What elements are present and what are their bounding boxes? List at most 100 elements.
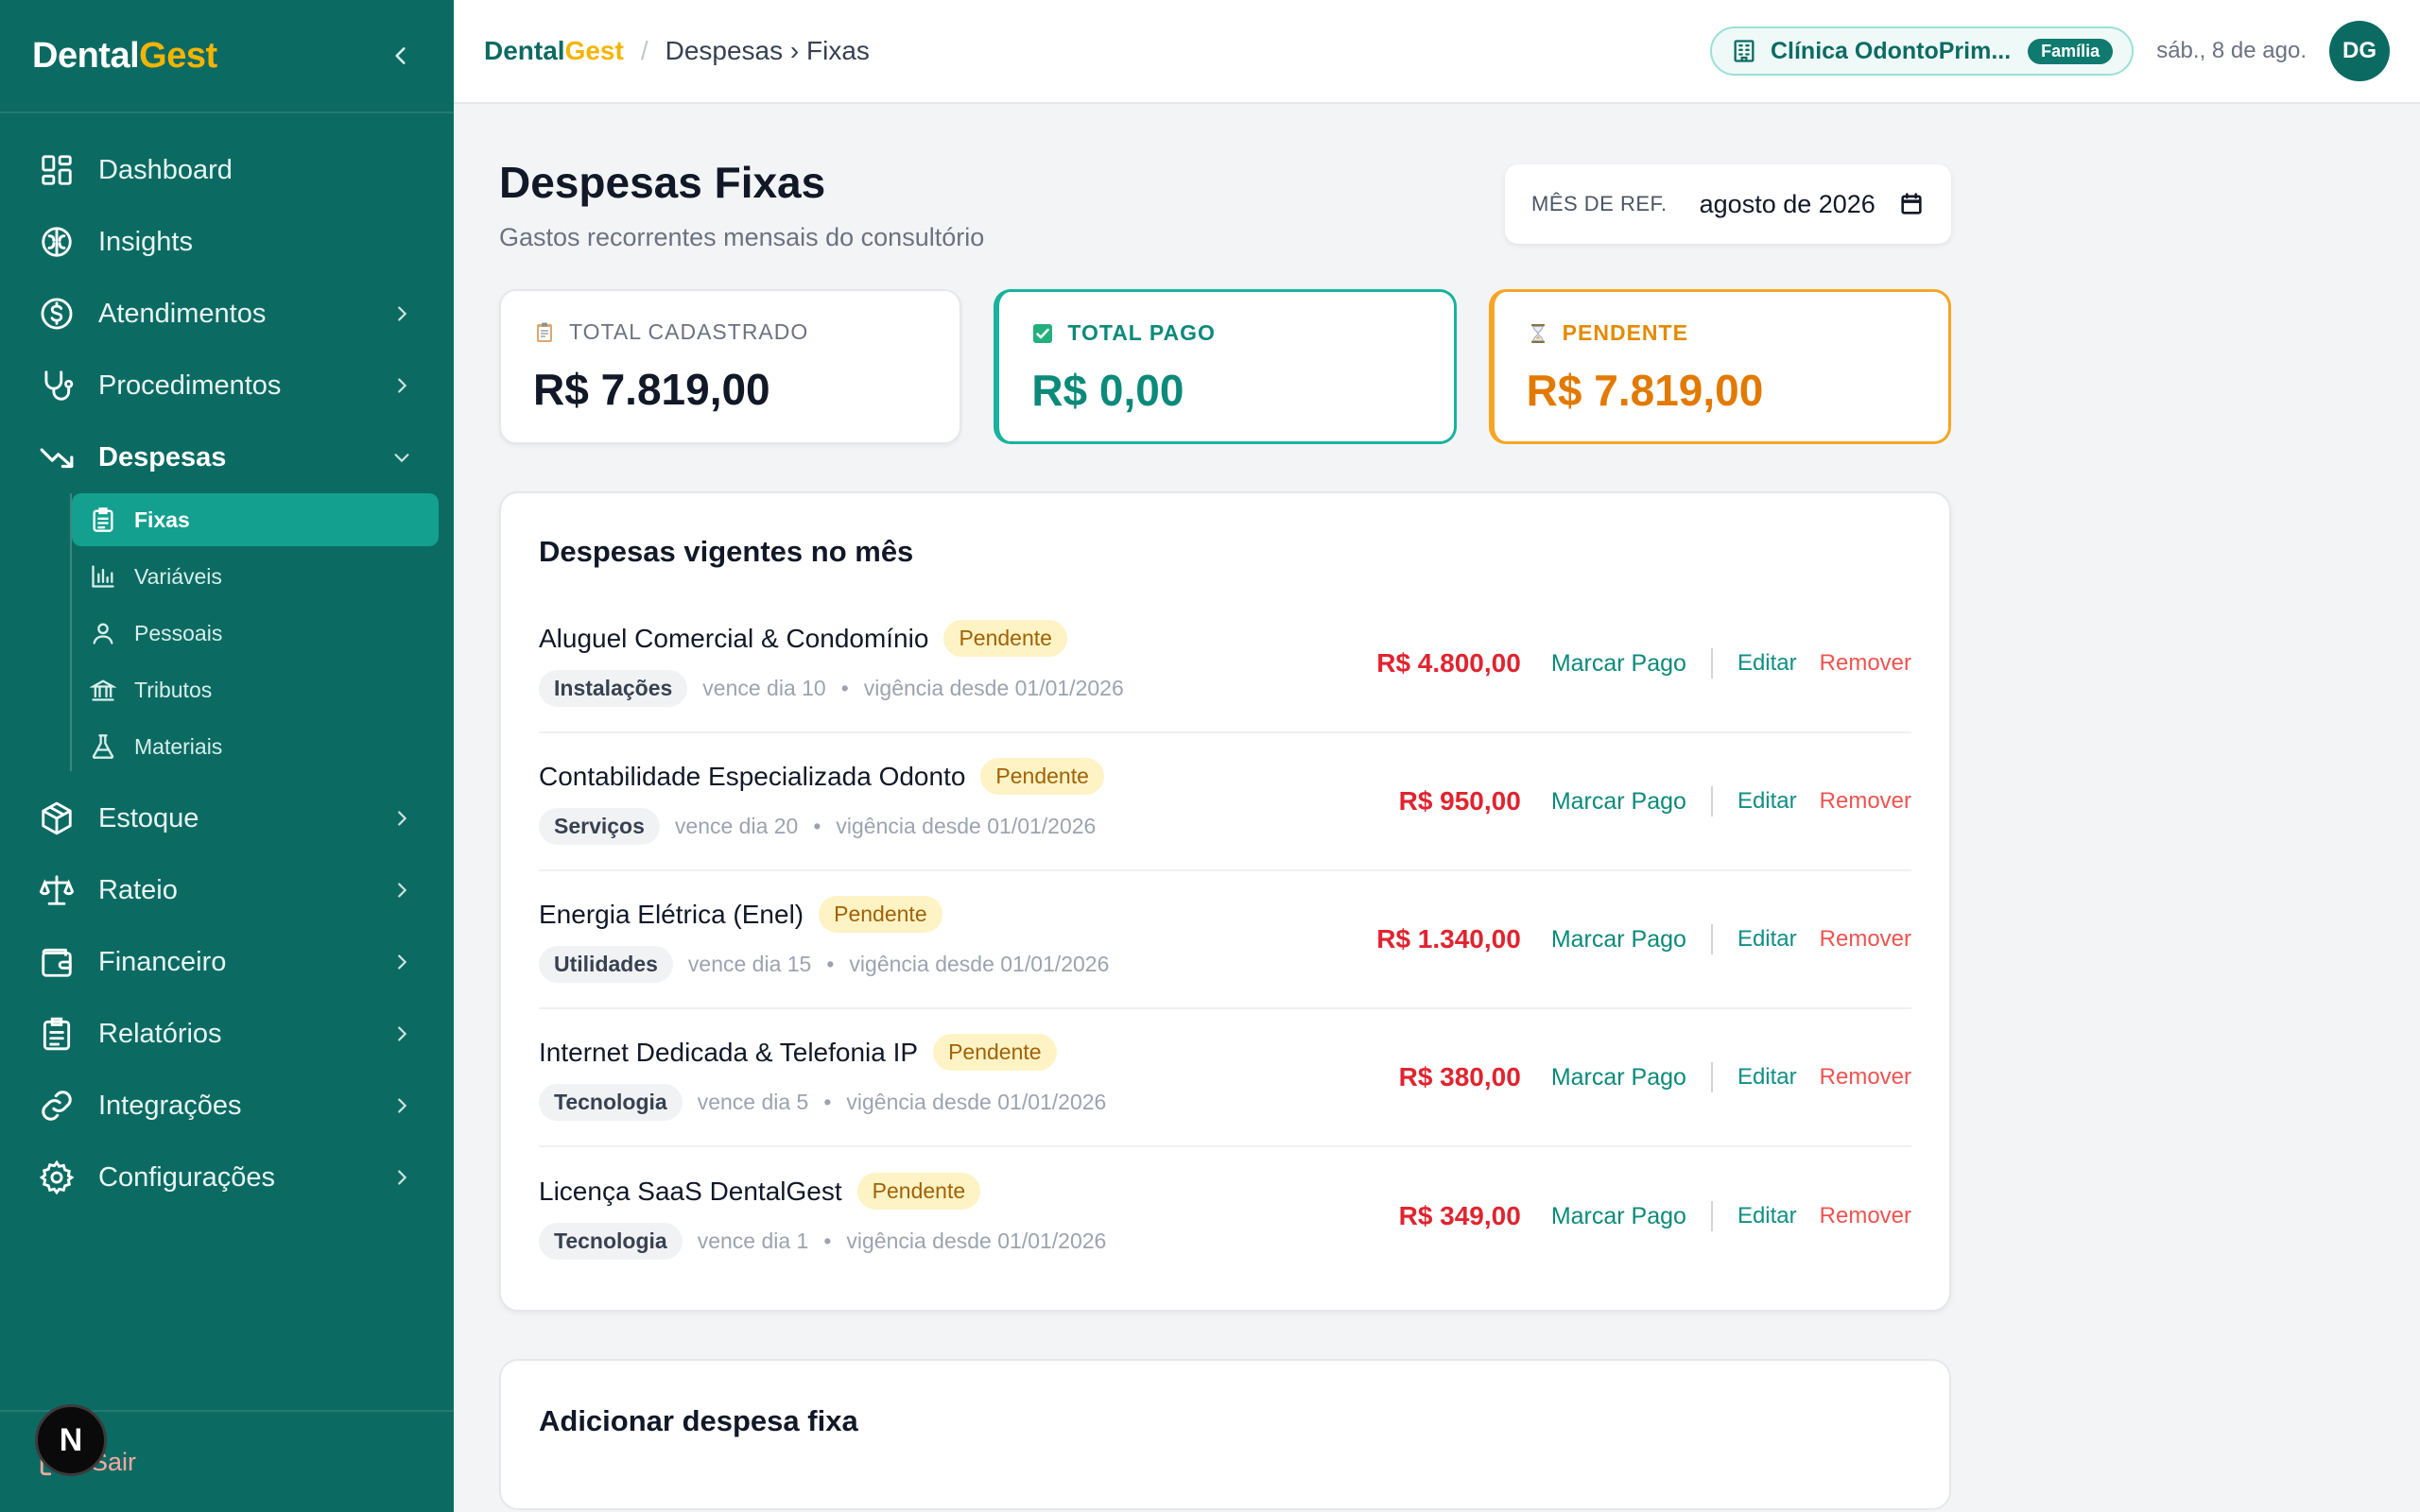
due-day: vence dia 1	[697, 1228, 809, 1253]
bar-chart-icon	[89, 562, 117, 591]
category-tag: Tecnologia	[539, 1084, 683, 1121]
clipboard-list-icon	[89, 506, 117, 534]
sidebar-item-financeiro[interactable]: Financeiro	[0, 926, 454, 998]
expense-amount: R$ 950,00	[1398, 786, 1521, 816]
month-picker-value[interactable]: agosto de 2026	[1699, 189, 1876, 218]
sidebar-item-label: Insights	[98, 226, 193, 257]
sidebar-header: DentalGest	[0, 0, 454, 113]
sidebar-subitem-label: Pessoais	[134, 620, 223, 645]
sidebar-subitem-tributos[interactable]: Tributos	[72, 663, 439, 716]
remove-button[interactable]: Remover	[1819, 1203, 1911, 1228]
app-logo[interactable]: DentalGest	[32, 36, 217, 77]
sidebar-item-label: Financeiro	[98, 946, 227, 977]
calendar-icon[interactable]	[1898, 191, 1925, 217]
sidebar-item-estoque[interactable]: Estoque	[0, 782, 454, 854]
breadcrumb-brand[interactable]: DentalGest	[484, 36, 624, 66]
expenses-panel: Despesas vigentes no mês Aluguel Comerci…	[499, 491, 1951, 1312]
avatar[interactable]: DG	[2329, 21, 2390, 81]
due-day: vence dia 5	[697, 1090, 809, 1114]
expense-title-line: Energia Elétrica (Enel) Pendente	[539, 896, 1376, 933]
remove-button[interactable]: Remover	[1819, 788, 1911, 814]
sidebar-item-configuracoes[interactable]: Configurações	[0, 1142, 454, 1213]
add-expense-panel: Adicionar despesa fixa	[499, 1359, 1951, 1510]
expense-name: Energia Elétrica (Enel)	[539, 899, 804, 929]
expense-amount: R$ 4.800,00	[1376, 648, 1521, 678]
expense-info: Licença SaaS DentalGest Pendente Tecnolo…	[539, 1173, 1399, 1260]
sidebar-item-atendimentos[interactable]: Atendimentos	[0, 278, 454, 350]
expense-name: Internet Dedicada & Telefonia IP	[539, 1037, 919, 1067]
expense-amount: R$ 380,00	[1398, 1062, 1521, 1091]
category-tag: Serviços	[539, 808, 660, 845]
mark-paid-button[interactable]: Marcar Pago	[1550, 787, 1686, 815]
validity-since: vigência desde 01/01/2026	[846, 1228, 1107, 1253]
despesas-submenu: Fixas Variáveis Pessoais Tributos Materi…	[70, 493, 454, 782]
mark-paid-button[interactable]: Marcar Pago	[1550, 649, 1686, 677]
expense-meta: Tecnologia vence dia 1 • vigência desde …	[539, 1223, 1399, 1260]
validity-since: vigência desde 01/01/2026	[849, 952, 1110, 976]
status-badge: Pendente	[943, 620, 1067, 657]
breadcrumb: Despesas › Fixas	[665, 36, 870, 65]
sidebar-item-label: Integrações	[98, 1090, 242, 1121]
pending-card: PENDENTE R$ 7.819,00	[1488, 289, 1952, 444]
edit-button[interactable]: Editar	[1737, 926, 1797, 952]
chevron-right-icon	[388, 1163, 416, 1192]
clipboard-icon	[537, 322, 552, 342]
sidebar-item-label: Atendimentos	[98, 298, 267, 329]
sidebar-subitem-variaveis[interactable]: Variáveis	[72, 550, 439, 603]
separator-dot: •	[840, 676, 849, 700]
page-subtitle: Gastos recorrentes mensais do consultóri…	[499, 223, 985, 251]
sidebar-subitem-materiais[interactable]: Materiais	[72, 720, 439, 773]
sidebar-item-relatorios[interactable]: Relatórios	[0, 998, 454, 1070]
dev-tools-badge[interactable]: N	[35, 1404, 107, 1476]
total-registered-card: TOTAL CADASTRADO R$ 7.819,00	[499, 289, 962, 444]
edit-button[interactable]: Editar	[1737, 650, 1797, 676]
logo-text-dental: Dental	[32, 35, 140, 76]
sidebar-subitem-label: Tributos	[134, 677, 213, 702]
chevron-right-icon	[388, 371, 416, 400]
mark-paid-button[interactable]: Marcar Pago	[1550, 925, 1686, 953]
remove-button[interactable]: Remover	[1819, 926, 1911, 952]
month-picker[interactable]: MÊS DE REF. agosto de 2026	[1505, 164, 1951, 244]
collapse-sidebar-button[interactable]	[380, 35, 422, 77]
mark-paid-button[interactable]: Marcar Pago	[1550, 1063, 1686, 1091]
edit-button[interactable]: Editar	[1737, 1064, 1797, 1090]
validity-since: vigência desde 01/01/2026	[846, 1090, 1107, 1114]
current-date: sáb., 8 de ago.	[2156, 38, 2307, 63]
summary-cards: TOTAL CADASTRADO R$ 7.819,00 TOTAL PAGO …	[499, 289, 1952, 444]
separator-dot: •	[823, 1228, 832, 1253]
add-expense-title: Adicionar despesa fixa	[539, 1404, 858, 1437]
total-registered-value: R$ 7.819,00	[533, 365, 770, 414]
grid-icon	[38, 151, 76, 189]
expense-title-line: Licença SaaS DentalGest Pendente	[539, 1173, 1399, 1210]
edit-button[interactable]: Editar	[1737, 788, 1797, 814]
sidebar-item-despesas[interactable]: Despesas	[0, 421, 454, 493]
sidebar-item-integracoes[interactable]: Integrações	[0, 1070, 454, 1142]
edit-button[interactable]: Editar	[1737, 1203, 1797, 1228]
dollar-circle-icon	[38, 295, 76, 333]
flask-icon	[89, 732, 117, 761]
chevron-right-icon	[388, 948, 416, 976]
breadcrumb-brand-gest: Gest	[564, 36, 624, 65]
expense-name: Aluguel Comercial & Condomínio	[539, 623, 929, 653]
sidebar-item-procedimentos[interactable]: Procedimentos	[0, 350, 454, 421]
expense-name: Contabilidade Especializada Odonto	[539, 761, 966, 791]
pending-value: R$ 7.819,00	[1526, 366, 1764, 415]
sidebar-item-rateio[interactable]: Rateio	[0, 854, 454, 926]
expense-info: Aluguel Comercial & Condomínio Pendente …	[539, 620, 1376, 707]
chevron-right-icon	[388, 1020, 416, 1048]
remove-button[interactable]: Remover	[1819, 650, 1911, 676]
sidebar-subitem-fixas[interactable]: Fixas	[72, 493, 439, 546]
remove-button[interactable]: Remover	[1819, 1064, 1911, 1090]
chevron-right-icon	[388, 876, 416, 904]
logo-text-gest: Gest	[139, 35, 217, 76]
link-icon	[38, 1087, 76, 1125]
clinic-selector[interactable]: Clínica OdontoPrim... Família	[1709, 26, 2135, 76]
category-tag: Utilidades	[539, 946, 673, 983]
sidebar: DentalGest Dashboard Insights Atendiment…	[0, 0, 454, 1512]
sidebar-subitem-pessoais[interactable]: Pessoais	[72, 607, 439, 660]
sidebar-nav: Dashboard Insights Atendimentos Procedim…	[0, 113, 454, 1213]
mark-paid-button[interactable]: Marcar Pago	[1550, 1202, 1686, 1229]
sidebar-item-insights[interactable]: Insights	[0, 206, 454, 278]
sidebar-item-dashboard[interactable]: Dashboard	[0, 134, 454, 206]
total-registered-label: TOTAL CADASTRADO	[533, 319, 927, 345]
